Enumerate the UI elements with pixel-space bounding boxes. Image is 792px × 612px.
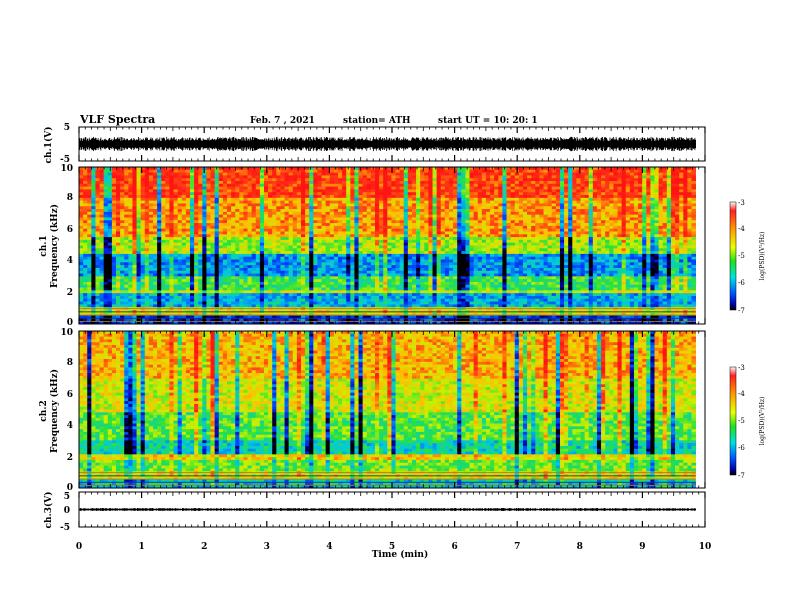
ch1-cb-tick-minus5: -5 bbox=[738, 252, 745, 260]
ch1-colorbar: -3 -4 -5 -6 -7 log(PSD)(V²/Hz) bbox=[729, 199, 766, 315]
time-tick-label: 7 bbox=[514, 542, 520, 552]
ch1-cb-tick-minus7: -7 bbox=[738, 307, 745, 315]
time-axis-tick-labels: 0 1 2 3 4 5 6 7 8 9 10 bbox=[76, 542, 711, 552]
ch1-spectrogram-ticks bbox=[78, 167, 706, 324]
ch2-cb-tick-minus6: -6 bbox=[738, 444, 745, 452]
station-label: station= ATH bbox=[343, 116, 411, 126]
time-tick-label: 4 bbox=[326, 542, 332, 552]
ch1-spectrogram-panel: 0 2 4 6 8 10 ch.1Frequency (kHz) bbox=[39, 164, 706, 328]
time-tick-label: 2 bbox=[201, 542, 207, 552]
ch3-ytick-5: 5 bbox=[64, 492, 70, 502]
ch1-ytick-minus5: -5 bbox=[60, 155, 70, 165]
time-tick-label: 1 bbox=[138, 542, 144, 552]
ch2-colorbar-label: log(PSD)(V²/Hz) bbox=[759, 397, 766, 446]
ch1-waveform-ticks bbox=[78, 127, 706, 161]
ch3-ytick-minus5: -5 bbox=[60, 523, 70, 533]
ch1-ytick-10: 10 bbox=[60, 164, 73, 174]
time-axis-label: Time (min) bbox=[372, 549, 429, 560]
ch2-ytick-8: 8 bbox=[67, 358, 73, 368]
ch2-spectrogram-panel: 0 2 4 6 8 10 ch.2Frequency (kHz) bbox=[39, 328, 706, 493]
ch2-ytick-10: 10 bbox=[60, 328, 73, 338]
ch1-ytick-2: 2 bbox=[67, 288, 73, 298]
time-tick-label: 6 bbox=[451, 542, 457, 552]
ch1-ytick-0: 0 bbox=[67, 318, 73, 328]
ch1-spectrogram-ylabel: ch.1Frequency (kHz) bbox=[39, 204, 60, 288]
ch3-waveform-panel: 5 0 -5 ch.3(V) 0 1 2 3 4 5 6 7 8 9 10 Time (min) bbox=[43, 491, 711, 560]
ch1-spectrogram-heatmap bbox=[79, 167, 697, 325]
ch1-waveform-ylabel: ch.1(V) bbox=[43, 127, 54, 164]
time-tick-label: 9 bbox=[639, 542, 645, 552]
ch2-spectrogram-ylabel: ch.2Frequency (kHz) bbox=[39, 369, 60, 453]
ch1-ytick-8: 8 bbox=[67, 193, 73, 203]
ch1-ytick-6: 6 bbox=[67, 225, 73, 235]
ch2-ytick-2: 2 bbox=[67, 453, 73, 463]
ch2-ytick-4: 4 bbox=[67, 421, 73, 431]
ch2-ytick-6: 6 bbox=[67, 390, 73, 400]
time-tick-label: 0 bbox=[76, 542, 82, 552]
ch1-colorbar-scale bbox=[729, 201, 737, 311]
ch2-cb-tick-minus4: -4 bbox=[738, 390, 745, 398]
figure-title: VLF Spectra bbox=[79, 113, 155, 126]
ch2-ytick-0: 0 bbox=[67, 483, 73, 493]
date-label: Feb. 7 , 2021 bbox=[250, 116, 315, 126]
ch2-colorbar: -3 -4 -5 -6 -7 log(PSD)(V²/Hz) bbox=[729, 364, 766, 480]
ch1-colorbar-label: log(PSD)(V²/Hz) bbox=[759, 232, 766, 281]
ch1-cb-tick-minus6: -6 bbox=[738, 279, 745, 287]
time-tick-label: 10 bbox=[699, 542, 712, 552]
ch3-ytick-0: 0 bbox=[64, 506, 70, 516]
start-time-label: start UT = 10: 20: 1 bbox=[438, 116, 538, 126]
time-tick-label: 5 bbox=[389, 542, 395, 552]
ch1-ytick-4: 4 bbox=[67, 256, 73, 266]
ch3-waveform-ticks bbox=[78, 492, 706, 527]
time-tick-label: 3 bbox=[264, 542, 270, 552]
ch1-waveform-panel: 5 -5 ch.1(V) bbox=[43, 123, 706, 165]
ch2-spectrogram-ticks bbox=[78, 331, 706, 488]
ch2-colorbar-scale bbox=[729, 366, 737, 476]
ch2-spectrogram-heatmap bbox=[79, 331, 697, 489]
time-tick-label: 8 bbox=[577, 542, 583, 552]
ch2-cb-tick-minus7: -7 bbox=[738, 472, 745, 480]
ch1-ytick-5: 5 bbox=[64, 123, 70, 133]
ch1-cb-tick-minus4: -4 bbox=[738, 225, 745, 233]
ch2-cb-tick-minus5: -5 bbox=[738, 417, 745, 425]
ch1-cb-tick-minus3: -3 bbox=[738, 199, 745, 207]
ch2-cb-tick-minus3: -3 bbox=[738, 364, 745, 372]
ch3-waveform-ylabel: ch.3(V) bbox=[43, 492, 54, 529]
